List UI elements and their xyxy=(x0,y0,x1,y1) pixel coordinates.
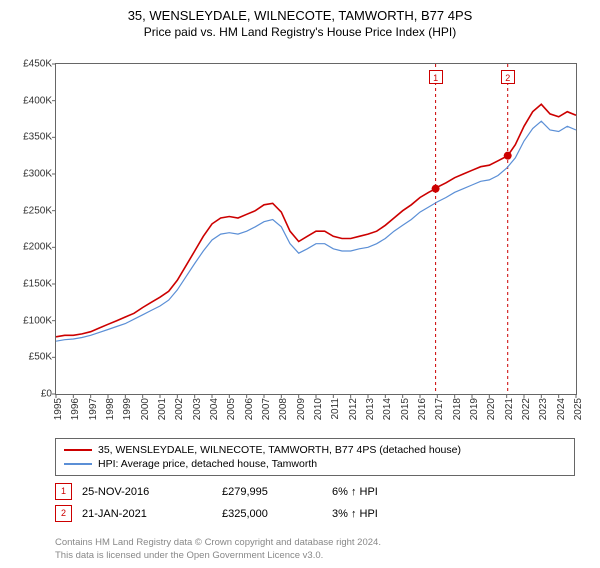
legend-swatch xyxy=(64,449,92,451)
y-axis-tick-label: £0 xyxy=(41,389,52,400)
x-axis-tick-label: 2023 xyxy=(538,398,549,420)
x-axis-tick-label: 2017 xyxy=(434,398,445,420)
x-axis-tick-label: 2006 xyxy=(244,398,255,420)
y-axis-tick-label: £100K xyxy=(23,315,52,326)
x-axis-tick-label: 2013 xyxy=(365,398,376,420)
transaction-delta: 3% ↑ HPI xyxy=(332,508,575,520)
footer-attribution: Contains HM Land Registry data © Crown c… xyxy=(55,537,381,562)
chart-title: 35, WENSLEYDALE, WILNECOTE, TAMWORTH, B7… xyxy=(0,8,600,23)
chart-marker-flag: 1 xyxy=(429,70,443,84)
x-axis-tick-label: 2020 xyxy=(486,398,497,420)
x-axis-tick-label: 2002 xyxy=(174,398,185,420)
transaction-date: 21-JAN-2021 xyxy=(82,508,212,520)
x-axis-tick-label: 1999 xyxy=(122,398,133,420)
y-axis-tick-label: £200K xyxy=(23,242,52,253)
x-axis-tick-label: 2003 xyxy=(192,398,203,420)
x-axis-tick-label: 2009 xyxy=(296,398,307,420)
x-axis-tick-label: 2022 xyxy=(521,398,532,420)
x-axis-tick-label: 2025 xyxy=(573,398,584,420)
x-axis-tick-label: 2007 xyxy=(261,398,272,420)
transaction-marker: 2 xyxy=(55,505,72,522)
transaction-price: £325,000 xyxy=(222,508,322,520)
y-axis-tick-label: £150K xyxy=(23,279,52,290)
chart-svg xyxy=(56,64,576,394)
x-axis-tick-label: 2019 xyxy=(469,398,480,420)
footer-line1: Contains HM Land Registry data © Crown c… xyxy=(55,537,381,549)
footer-line2: This data is licensed under the Open Gov… xyxy=(55,550,381,562)
transaction-row: 1 25-NOV-2016 £279,995 6% ↑ HPI xyxy=(55,483,575,500)
y-axis-tick-label: £350K xyxy=(23,132,52,143)
x-axis-tick-label: 2021 xyxy=(504,398,515,420)
y-axis-tick-label: £50K xyxy=(29,352,52,363)
chart-marker-flag: 2 xyxy=(501,70,515,84)
x-axis-tick-label: 2005 xyxy=(226,398,237,420)
x-axis-tick-label: 1996 xyxy=(70,398,81,420)
legend-label: 35, WENSLEYDALE, WILNECOTE, TAMWORTH, B7… xyxy=(98,444,461,456)
y-axis-tick-label: £300K xyxy=(23,169,52,180)
x-axis-tick-label: 2001 xyxy=(157,398,168,420)
chart-plot-area: £0£50K£100K£150K£200K£250K£300K£350K£400… xyxy=(55,63,577,395)
x-axis-tick-label: 2016 xyxy=(417,398,428,420)
legend-item: 35, WENSLEYDALE, WILNECOTE, TAMWORTH, B7… xyxy=(64,443,566,457)
y-axis-tick-label: £250K xyxy=(23,205,52,216)
x-axis-tick-label: 2018 xyxy=(452,398,463,420)
legend-swatch xyxy=(64,463,92,465)
transaction-delta: 6% ↑ HPI xyxy=(332,486,575,498)
legend-item: HPI: Average price, detached house, Tamw… xyxy=(64,457,566,471)
transaction-marker: 1 xyxy=(55,483,72,500)
chart-subtitle: Price paid vs. HM Land Registry's House … xyxy=(0,25,600,39)
transaction-price: £279,995 xyxy=(222,486,322,498)
x-axis-tick-label: 2010 xyxy=(313,398,324,420)
x-axis-tick-label: 2014 xyxy=(382,398,393,420)
x-axis-tick-label: 2000 xyxy=(140,398,151,420)
x-axis-tick-label: 2008 xyxy=(278,398,289,420)
x-axis-tick-label: 2015 xyxy=(400,398,411,420)
transaction-row: 2 21-JAN-2021 £325,000 3% ↑ HPI xyxy=(55,505,575,522)
y-axis-tick-label: £450K xyxy=(23,59,52,70)
legend-label: HPI: Average price, detached house, Tamw… xyxy=(98,458,317,470)
x-axis-tick-label: 1998 xyxy=(105,398,116,420)
x-axis-tick-label: 1997 xyxy=(88,398,99,420)
x-axis-tick-label: 2004 xyxy=(209,398,220,420)
x-axis-tick-label: 2024 xyxy=(556,398,567,420)
legend-box: 35, WENSLEYDALE, WILNECOTE, TAMWORTH, B7… xyxy=(55,438,575,476)
transaction-date: 25-NOV-2016 xyxy=(82,486,212,498)
x-axis-tick-label: 2012 xyxy=(348,398,359,420)
x-axis-tick-label: 2011 xyxy=(330,398,341,420)
y-axis-tick-label: £400K xyxy=(23,95,52,106)
x-axis-tick-label: 1995 xyxy=(53,398,64,420)
